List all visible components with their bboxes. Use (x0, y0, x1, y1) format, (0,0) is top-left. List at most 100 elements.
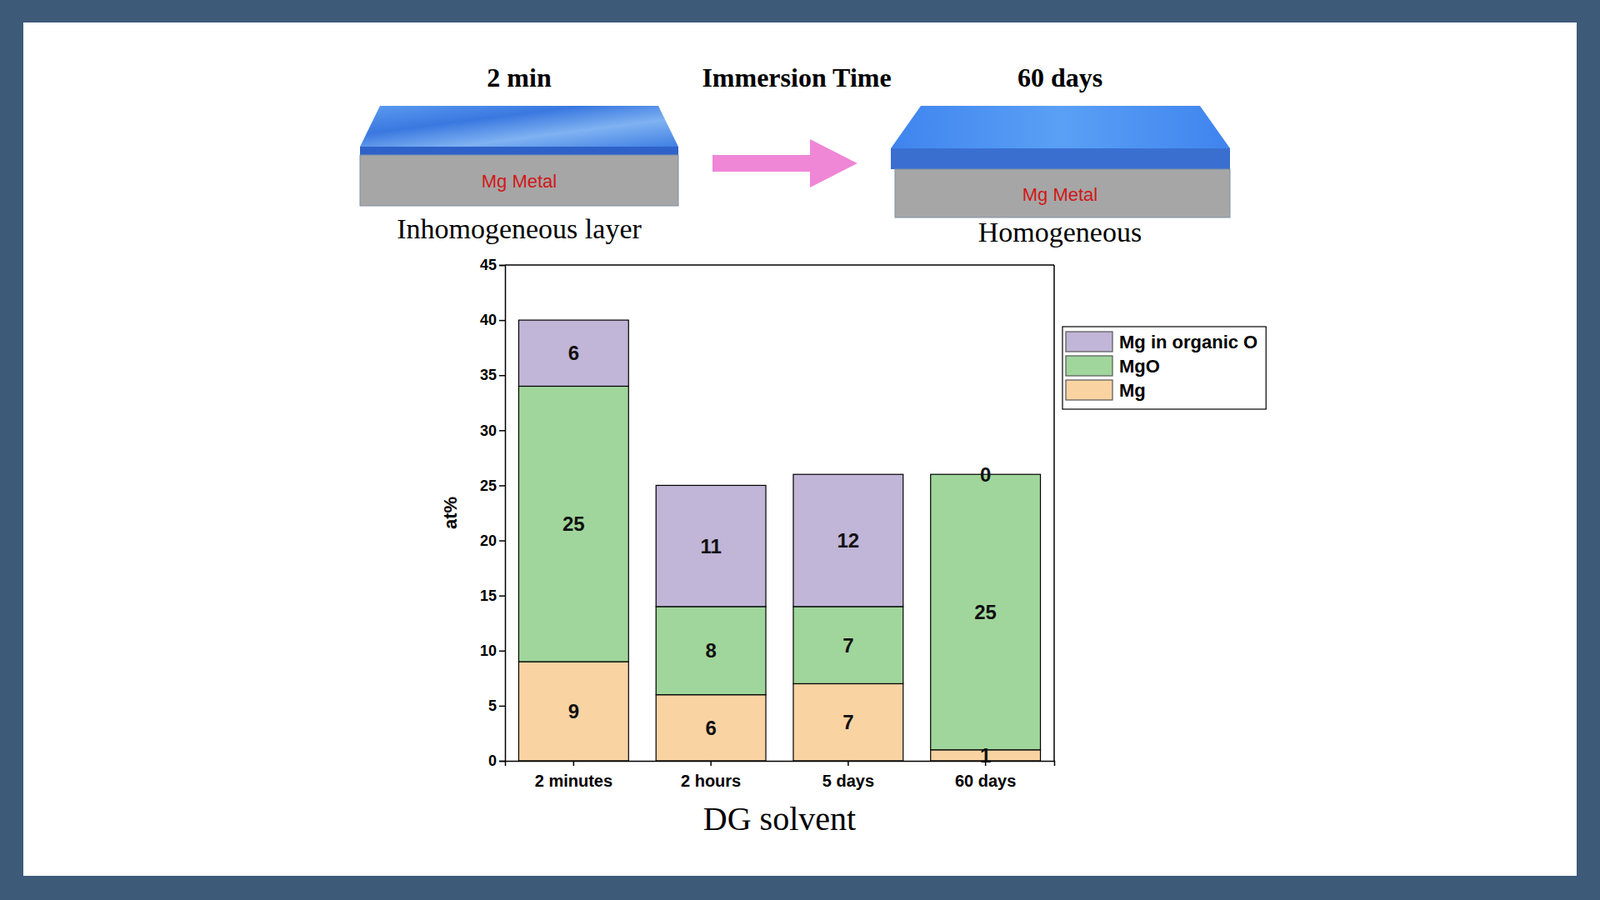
y-tick-mark (499, 760, 505, 763)
panel-caption: Homogeneous (978, 216, 1142, 248)
figure: 2 min Mg Metal Inhomogeneous layer 60 days M… (0, 0, 1600, 900)
y-tick: 15 (480, 587, 505, 605)
mg-metal-slab (895, 169, 1230, 218)
data-label: 0 (980, 463, 991, 486)
diagram: 2 min Mg Metal Inhomogeneous layer 60 days M… (360, 62, 1230, 248)
x-axis: 2 minutes 2 hours 5 days 60 days (505, 760, 1055, 790)
y-tick-mark (499, 540, 505, 542)
legend-swatch (1065, 331, 1113, 352)
x-tick: 2 hours (680, 760, 741, 790)
data-label: 8 (705, 639, 716, 662)
y-tick-mark (499, 595, 505, 597)
data-label: 25 (974, 600, 997, 624)
page-background (23, 22, 1577, 876)
y-tick: 10 (480, 642, 505, 660)
bar (655, 485, 766, 606)
bar (518, 385, 629, 662)
y-tick-label: 45 (480, 256, 497, 274)
y-tick-label: 40 (480, 311, 497, 329)
y-tick-label: 25 (480, 477, 497, 495)
data-label: 1 (980, 744, 991, 767)
y-axis: 0 5 10 15 20 25 30 35 40 45 (480, 256, 506, 770)
outer-border (0, 0, 1600, 900)
y-tick: 30 (480, 422, 505, 440)
panel-time: 60 days (1017, 62, 1103, 93)
legend-swatch (1065, 380, 1113, 400)
y-tick-mark (499, 430, 505, 432)
metal-label: Mg Metal (481, 170, 557, 192)
data-label: 12 (837, 529, 860, 552)
inhomogeneous-layer (360, 105, 679, 147)
bar (655, 695, 766, 761)
y-tick-label: 30 (480, 422, 497, 440)
y-tick-label: 0 (488, 752, 497, 770)
homogeneous-layer (890, 105, 1230, 149)
data-labels: 9 6 7 1 25 8 7 25 6 11 12 0 (562, 341, 997, 767)
data-label: 11 (700, 535, 721, 558)
data-label: 6 (705, 716, 716, 740)
y-tick: 25 (480, 477, 505, 495)
x-axis-title: DG solvent (703, 800, 856, 838)
x-tick: 60 days (955, 760, 1016, 790)
y-tick-mark (499, 485, 505, 487)
data-label: 25 (562, 512, 585, 535)
bar (518, 320, 629, 386)
y-tick-mark (499, 375, 505, 377)
y-tick-mark (499, 265, 505, 267)
x-tick-label: 60 days (955, 771, 1016, 790)
inhomogeneous-layer-edge (360, 146, 679, 155)
y-tick-label: 15 (480, 587, 497, 605)
x-tick-label: 2 minutes (535, 771, 613, 790)
plot-frame (505, 264, 1055, 266)
y-tick: 5 (488, 697, 505, 715)
metal-label: Mg Metal (1022, 184, 1098, 205)
bar (518, 661, 629, 761)
y-tick: 45 (480, 256, 505, 274)
y-tick-mark (499, 320, 505, 322)
y-tick: 20 (480, 532, 505, 550)
bar (793, 474, 904, 607)
legend-swatch (1065, 355, 1113, 376)
data-label: 7 (842, 710, 854, 734)
y-tick-label: 35 (480, 366, 497, 384)
x-tick: 5 days (822, 760, 875, 790)
legend-label: MgO (1119, 355, 1160, 377)
plot-frame (1053, 265, 1055, 761)
y-tick: 0 (488, 752, 505, 770)
bar (655, 606, 766, 695)
arrow (712, 139, 858, 188)
y-axis-line (499, 265, 506, 762)
x-tick-mark (710, 760, 712, 766)
x-tick-label: 2 hours (680, 771, 741, 790)
homogeneous-layer-edge (890, 148, 1230, 170)
bar (930, 474, 1041, 750)
bar (793, 606, 904, 685)
data-label: 6 (568, 341, 580, 365)
data-label: 7 (842, 634, 854, 657)
y-tick-label: 10 (480, 642, 497, 660)
x-axis-line (505, 761, 1055, 767)
x-tick-mark (985, 760, 987, 766)
x-tick: 2 minutes (535, 760, 613, 790)
data-label: 9 (568, 700, 580, 723)
y-tick-label: 20 (480, 532, 497, 550)
chart: 9 6 7 1 25 8 7 25 6 11 12 0 0 5 10 15 20 25 30 35 40 45 2 minu… (440, 256, 1266, 838)
legend-label: Mg in organic O (1119, 331, 1258, 353)
y-axis-title: at% (440, 496, 461, 530)
y-tick-mark (499, 650, 505, 653)
arrow-label: Immersion Time (701, 62, 891, 93)
panel-caption: Inhomogeneous layer (396, 213, 642, 245)
y-tick: 35 (480, 366, 505, 384)
bars (518, 320, 1040, 761)
legend: Mg in organic OMgOMg (1062, 326, 1266, 410)
y-tick-mark (499, 705, 505, 708)
x-tick-label: 5 days (822, 771, 875, 790)
legend-box (1062, 326, 1266, 410)
mg-metal-slab (360, 155, 679, 206)
bar (793, 683, 904, 761)
x-tick-mark (847, 760, 850, 766)
panel-time: 2 min (486, 62, 552, 93)
y-tick-label: 5 (488, 697, 497, 715)
x-tick-mark (573, 760, 575, 766)
y-tick: 40 (480, 311, 505, 329)
